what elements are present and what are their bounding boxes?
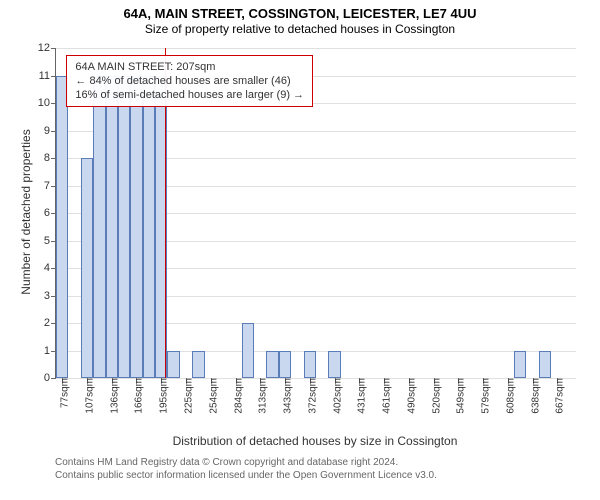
y-tick-label: 4 [44,262,56,274]
annotation-line: ← 84% of detached houses are smaller (46… [75,74,304,88]
y-tick-label: 6 [44,207,56,219]
histogram-bar [56,76,68,379]
histogram-bar [514,351,526,379]
x-tick-label: 520sqm [425,378,442,414]
y-axis-title: Number of detached properties [19,112,33,312]
annotation-box: 64A MAIN STREET: 207sqm← 84% of detached… [66,55,313,108]
x-tick-label: 431sqm [351,378,368,414]
x-tick-label: 579sqm [475,378,492,414]
histogram-bar [118,76,130,379]
x-tick-label: 461sqm [376,378,393,414]
x-tick-label: 254sqm [202,378,219,414]
x-tick-label: 402sqm [326,378,343,414]
y-tick-label: 11 [39,70,56,82]
annotation-line: 16% of semi-detached houses are larger (… [75,88,304,102]
footer-line2: Contains public sector information licen… [55,469,437,482]
y-tick-label: 5 [44,235,56,247]
title-line1: 64A, MAIN STREET, COSSINGTON, LEICESTER,… [0,6,600,22]
histogram-bar [167,351,179,379]
x-tick-label: 166sqm [128,378,145,414]
histogram-bar [143,76,155,379]
histogram-bar [192,351,204,379]
x-tick-label: 284sqm [227,378,244,414]
x-tick-label: 549sqm [450,378,467,414]
x-tick-label: 667sqm [549,378,566,414]
y-tick-label: 1 [44,345,56,357]
x-axis-title: Distribution of detached houses by size … [55,434,575,448]
histogram-plot: 012345678910111277sqm107sqm136sqm166sqm1… [55,48,576,379]
y-tick-label: 7 [44,180,56,192]
attribution-footer: Contains HM Land Registry data © Crown c… [55,456,437,482]
x-tick-label: 136sqm [103,378,120,414]
x-tick-label: 313sqm [252,378,269,414]
histogram-bar [279,351,291,379]
title-line2: Size of property relative to detached ho… [0,22,600,36]
x-tick-label: 343sqm [277,378,294,414]
chart-title: 64A, MAIN STREET, COSSINGTON, LEICESTER,… [0,0,600,36]
y-tick-label: 3 [44,290,56,302]
x-tick-label: 608sqm [499,378,516,414]
histogram-bar [304,351,316,379]
y-tick-label: 8 [44,152,56,164]
histogram-bar [81,158,93,378]
histogram-bar [328,351,340,379]
footer-line1: Contains HM Land Registry data © Crown c… [55,456,437,469]
x-tick-label: 490sqm [400,378,417,414]
histogram-bar [93,76,105,379]
histogram-bar [266,351,278,379]
y-tick-label: 9 [44,125,56,137]
x-tick-label: 77sqm [54,378,71,408]
x-tick-label: 225sqm [178,378,195,414]
histogram-bar [130,76,142,379]
y-tick-label: 10 [38,97,56,109]
annotation-line: 64A MAIN STREET: 207sqm [75,60,304,74]
histogram-bar [242,323,254,378]
y-tick-label: 2 [44,317,56,329]
histogram-bar [539,351,551,379]
x-tick-label: 638sqm [524,378,541,414]
x-tick-label: 372sqm [301,378,318,414]
x-tick-label: 107sqm [78,378,95,414]
x-tick-label: 195sqm [153,378,170,414]
gridline [56,48,576,49]
histogram-bar [106,76,118,379]
y-tick-label: 12 [38,42,56,54]
